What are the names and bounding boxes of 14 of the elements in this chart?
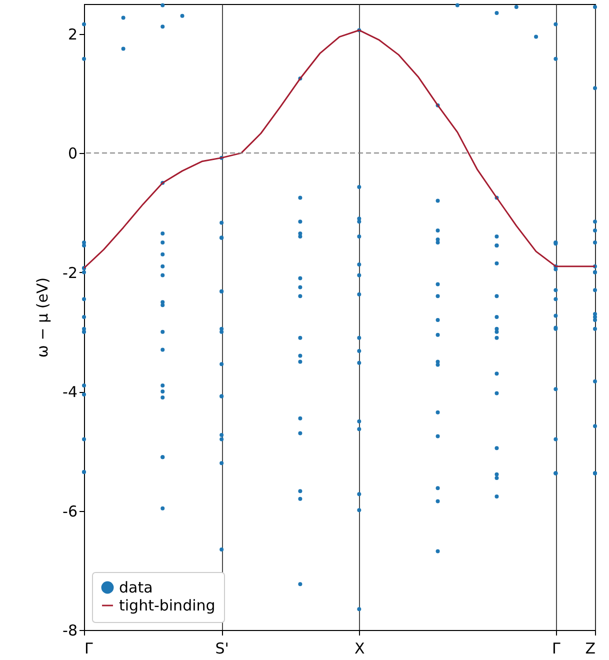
y-tick-label: 2 <box>68 25 78 44</box>
legend-label: data <box>119 578 153 596</box>
x-tick-label: S' <box>215 640 229 658</box>
y-axis-title: ω − μ (eV) <box>34 277 52 358</box>
y-tick-label: -4 <box>62 383 78 402</box>
x-tick-label: Z <box>585 640 596 658</box>
y-tick-label: -8 <box>62 622 78 640</box>
y-tick-label: -2 <box>62 264 78 282</box>
legend-label: tight-binding <box>119 596 216 614</box>
x-tick-label: X <box>354 640 365 658</box>
y-tick-label: -6 <box>62 502 78 520</box>
x-tick-label: Γ <box>84 640 94 658</box>
y-tick-label: 0 <box>68 144 78 163</box>
x-tick-label: Γ <box>552 640 562 658</box>
